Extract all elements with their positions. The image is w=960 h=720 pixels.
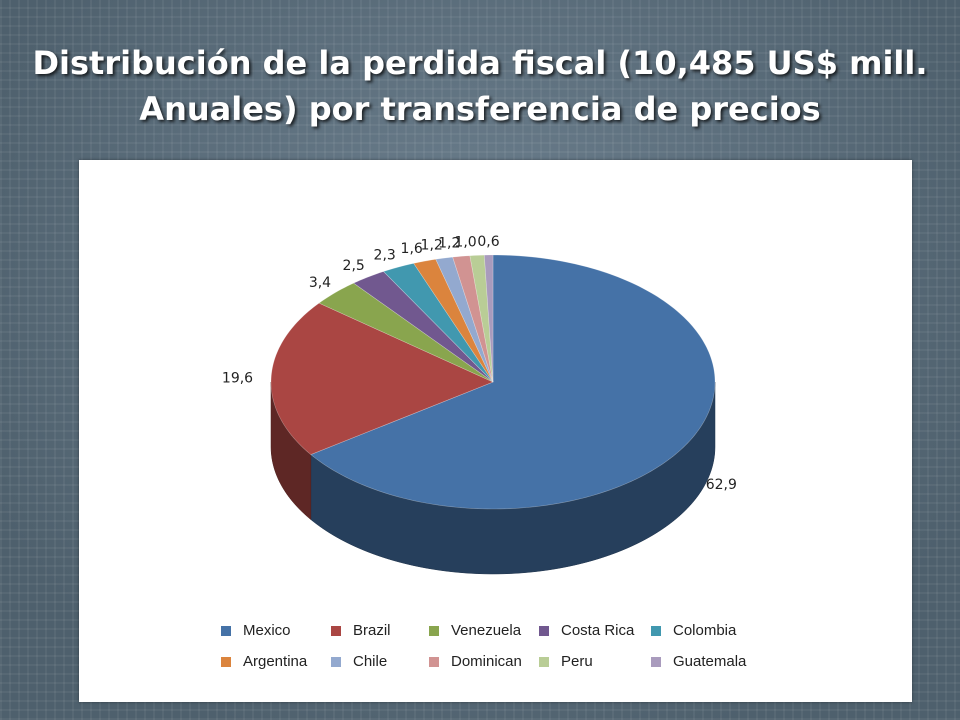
pie-slice-colombia [383, 263, 494, 383]
legend-label-peru: Peru [561, 653, 593, 670]
legend-swatch-brazil [331, 625, 341, 636]
pie-slice-venezuela [318, 282, 494, 383]
slide-title-line-2: Anuales) por transferencia de precios [139, 90, 821, 128]
legend-swatch-guatemala [651, 656, 661, 667]
legend-label-dominican: Dominican [451, 653, 522, 670]
slide-title: Distribución de la perdida fiscal (10,48… [20, 40, 940, 132]
legend-item-colombia: Colombia [651, 622, 761, 639]
legend-label-argentina: Argentina [243, 653, 308, 670]
pie-slice-mexico [310, 254, 716, 510]
legend-label-mexico: Mexico [243, 622, 291, 639]
legend-swatch-argentina [221, 656, 231, 667]
pie-slice-guatemala [483, 254, 494, 383]
legend-item-peru: Peru [539, 653, 651, 670]
legend-swatch-colombia [651, 625, 661, 636]
pie-slice-brazil [270, 302, 494, 455]
legend-swatch-costa-rica [539, 625, 549, 636]
legend-item-argentina: Argentina [221, 653, 331, 670]
legend-item-venezuela: Venezuela [429, 622, 539, 639]
data-label-brazil: 19,6 [222, 371, 253, 387]
pie-labels: 62,919,63,42,52,3 1,61,21,21,0 0,6 [222, 234, 737, 493]
legend-label-costa-rica: Costa Rica [561, 622, 635, 639]
chart-panel: 62,9 19,6 3,4 2,5 2,3 1,6 1,2 1,2 1,0 0,6 Mexico B… [79, 160, 912, 702]
legend-label-brazil: Brazil [353, 622, 391, 639]
legend-swatch-dominican [429, 656, 439, 667]
legend-item-dominican: Dominican [429, 653, 539, 670]
legend-swatch-chile [331, 656, 341, 667]
legend-item-mexico: Mexico [221, 622, 331, 639]
legend-item-chile: Chile [331, 653, 429, 670]
legend-label-venezuela: Venezuela [451, 622, 522, 639]
data-label-guatemala: 0,6 [477, 234, 499, 250]
legend-label-guatemala: Guatemala [673, 653, 747, 670]
data-label-venezuela: 3,4 [309, 275, 331, 291]
data-label-chile: 1,2 [421, 237, 443, 253]
pie-chart: 62,919,63,42,52,3 1,61,21,21,0 0,6 [222, 234, 737, 575]
pie-slice-costa-rica [353, 271, 494, 383]
pie-top [270, 254, 716, 510]
legend-swatch-peru [539, 656, 549, 667]
data-label-dominican: 1,2 [438, 235, 460, 251]
data-label-peru: 1,0 [454, 234, 476, 250]
data-label-colombia: 2,3 [374, 247, 396, 263]
legend-swatch-venezuela [429, 625, 439, 636]
chart-legend: Mexico Brazil Venezuela Costa Rica Colombia A… [221, 622, 761, 670]
legend-item-brazil: Brazil [331, 622, 429, 639]
data-label-argentina: 1,6 [401, 241, 423, 257]
pie-slice-argentina [413, 258, 494, 383]
legend-item-costa-rica: Costa Rica [539, 622, 651, 639]
data-label-mexico: 62,9 [706, 477, 737, 493]
legend-item-guatemala: Guatemala [651, 653, 761, 670]
legend-swatch-mexico [221, 625, 231, 636]
legend-label-chile: Chile [353, 653, 388, 670]
legend-label-colombia: Colombia [673, 622, 737, 639]
data-label-costa-rica: 2,5 [343, 258, 365, 274]
slide-title-line-1: Distribución de la perdida fiscal (10,48… [32, 44, 928, 82]
